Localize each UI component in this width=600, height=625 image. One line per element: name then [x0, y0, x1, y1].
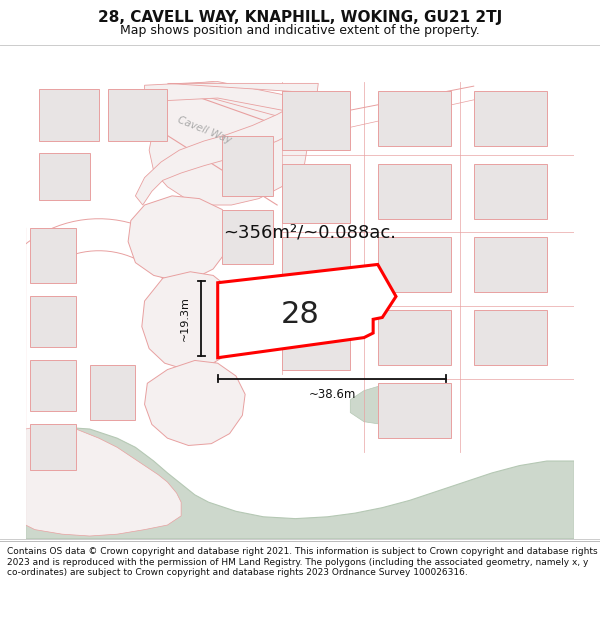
Polygon shape — [136, 83, 318, 205]
Polygon shape — [40, 89, 99, 141]
Polygon shape — [222, 209, 272, 264]
Polygon shape — [378, 383, 451, 438]
Text: Map shows position and indicative extent of the property.: Map shows position and indicative extent… — [120, 24, 480, 37]
Polygon shape — [282, 237, 350, 296]
Text: ~19.3m: ~19.3m — [180, 296, 190, 341]
Polygon shape — [30, 228, 76, 282]
Polygon shape — [89, 365, 136, 420]
Polygon shape — [40, 153, 89, 201]
Polygon shape — [26, 228, 181, 536]
Polygon shape — [142, 272, 241, 369]
Polygon shape — [128, 196, 232, 281]
Polygon shape — [378, 91, 451, 146]
Polygon shape — [378, 310, 451, 365]
Text: Contains OS data © Crown copyright and database right 2021. This information is : Contains OS data © Crown copyright and d… — [7, 548, 598, 577]
Polygon shape — [350, 385, 405, 424]
Text: Cavell Way: Cavell Way — [176, 115, 232, 146]
Polygon shape — [30, 296, 76, 347]
Polygon shape — [149, 82, 309, 205]
Polygon shape — [145, 361, 245, 446]
Text: ~356m²/~0.088ac.: ~356m²/~0.088ac. — [223, 224, 395, 241]
Text: 28, CAVELL WAY, KNAPHILL, WOKING, GU21 2TJ: 28, CAVELL WAY, KNAPHILL, WOKING, GU21 2… — [98, 10, 502, 25]
Polygon shape — [30, 424, 76, 470]
Polygon shape — [474, 164, 547, 219]
Text: ~38.6m: ~38.6m — [308, 388, 356, 401]
Polygon shape — [282, 91, 350, 150]
Polygon shape — [218, 264, 396, 358]
Polygon shape — [222, 136, 272, 196]
Polygon shape — [26, 428, 574, 539]
Polygon shape — [378, 164, 451, 219]
Polygon shape — [474, 91, 547, 146]
Text: 28: 28 — [281, 300, 319, 329]
Polygon shape — [474, 237, 547, 292]
Polygon shape — [474, 310, 547, 365]
Polygon shape — [378, 237, 451, 292]
Polygon shape — [108, 89, 167, 141]
Polygon shape — [145, 82, 328, 118]
Polygon shape — [30, 361, 76, 411]
Polygon shape — [282, 164, 350, 223]
Polygon shape — [282, 310, 350, 369]
